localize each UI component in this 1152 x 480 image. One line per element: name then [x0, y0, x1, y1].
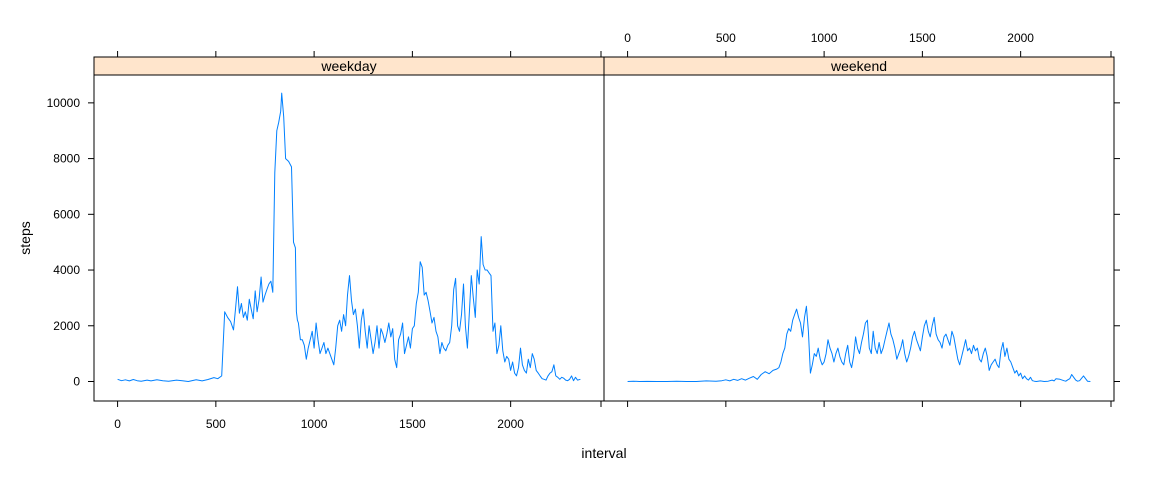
x-tick-label: 1000 — [301, 417, 328, 431]
y-tick-label: 8000 — [53, 152, 80, 166]
x-tick-label: 1000 — [811, 31, 838, 45]
panel-weekday: weekday 0 500 1000 1500 2000 0 2000 4000 6000 8000… — [47, 51, 605, 431]
panel-weekend: weekend 0 500 1000 1500 2000 — [603, 31, 1120, 407]
x-tick-label: 500 — [206, 417, 226, 431]
y-tick-label: 0 — [73, 374, 80, 388]
series-line-weekend — [627, 305, 1091, 382]
x-tick-label: 2000 — [497, 417, 524, 431]
panel-frame-weekend — [603, 74, 1115, 402]
x-tick-label: 0 — [624, 31, 631, 45]
x-tick-label: 1500 — [909, 31, 936, 45]
x-tick-label: 500 — [716, 31, 736, 45]
strip-label-weekday: weekday — [320, 58, 376, 74]
x-axis-title: interval — [581, 445, 626, 461]
strip-label-weekend: weekend — [830, 58, 887, 74]
y-tick-label: 10000 — [47, 96, 81, 110]
x-tick-label: 0 — [114, 417, 121, 431]
x-tick-label: 2000 — [1007, 31, 1034, 45]
y-axis-title: steps — [17, 221, 33, 254]
y-tick-label: 6000 — [53, 207, 80, 221]
series-line-weekday — [117, 92, 581, 382]
y-tick-label: 4000 — [53, 263, 80, 277]
panel-frame-weekday — [93, 74, 605, 402]
x-tick-label: 1500 — [399, 417, 426, 431]
y-tick-label: 2000 — [53, 319, 80, 333]
